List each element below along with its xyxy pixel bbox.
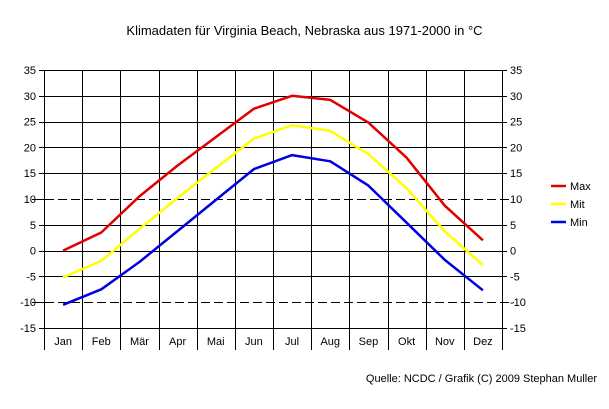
series-line-max [62, 94, 484, 252]
reference-lines [32, 199, 514, 303]
source-note: Quelle: NCDC / Grafik (C) 2009 Stephan M… [365, 373, 597, 385]
x-axis: Jan Feb Mär Apr Mai Jun Jul Aug Sep Okt Nov Dez [44, 328, 503, 350]
y-tick-label: 5 [510, 220, 516, 232]
y-tick-label: 25 [24, 117, 36, 129]
y-axis-left: 35 30 25 20 15 10 5 0 -5 -10 -15 [20, 65, 44, 335]
y-tick-label: -15 [510, 323, 526, 335]
series-line-min [62, 153, 484, 306]
x-tick-label: Apr [169, 336, 186, 348]
x-tick-label: Aug [320, 336, 340, 348]
y-tick-label: 15 [24, 168, 36, 180]
legend: Max Mit Min [551, 181, 591, 229]
x-tick-label: Mär [130, 336, 149, 348]
chart-title: Klimadaten für Virginia Beach, Nebraska … [126, 23, 483, 38]
y-tick-label: 20 [510, 142, 522, 154]
legend-label: Max [570, 181, 591, 193]
y-tick-label: 0 [510, 246, 516, 258]
y-tick-label: -15 [20, 323, 36, 335]
y-tick-label: 20 [24, 142, 36, 154]
y-tick-label: 30 [510, 91, 522, 103]
x-tick-label: Sep [359, 336, 379, 348]
series-line-mit [62, 123, 484, 279]
legend-label: Mit [570, 199, 585, 211]
y-tick-label: 35 [24, 65, 36, 77]
x-tick-label: Jan [54, 336, 72, 348]
x-tick-label: Jul [285, 336, 299, 348]
y-tick-label: -10 [510, 297, 526, 309]
y-tick-label: 35 [510, 65, 522, 77]
series-lines [62, 94, 484, 306]
legend-label: Min [570, 217, 588, 229]
x-tick-label: Okt [398, 336, 415, 348]
x-tick-label: Jun [245, 336, 263, 348]
y-tick-label: 30 [24, 91, 36, 103]
y-tick-label: -5 [510, 271, 520, 283]
y-tick-label: -5 [26, 271, 36, 283]
x-tick-label: Feb [92, 336, 111, 348]
y-tick-label: 10 [510, 194, 522, 206]
y-tick-label: 5 [30, 220, 36, 232]
y-axis-right: 35 30 25 20 15 10 5 0 -5 -10 -15 [502, 65, 526, 335]
y-tick-label: -10 [20, 297, 36, 309]
y-tick-label: 0 [30, 246, 36, 258]
x-tick-label: Nov [435, 336, 455, 348]
y-tick-label: 25 [510, 117, 522, 129]
x-tick-label: Dez [473, 336, 493, 348]
x-tick-label: Mai [207, 336, 225, 348]
y-tick-label: 10 [24, 194, 36, 206]
y-tick-label: 15 [510, 168, 522, 180]
